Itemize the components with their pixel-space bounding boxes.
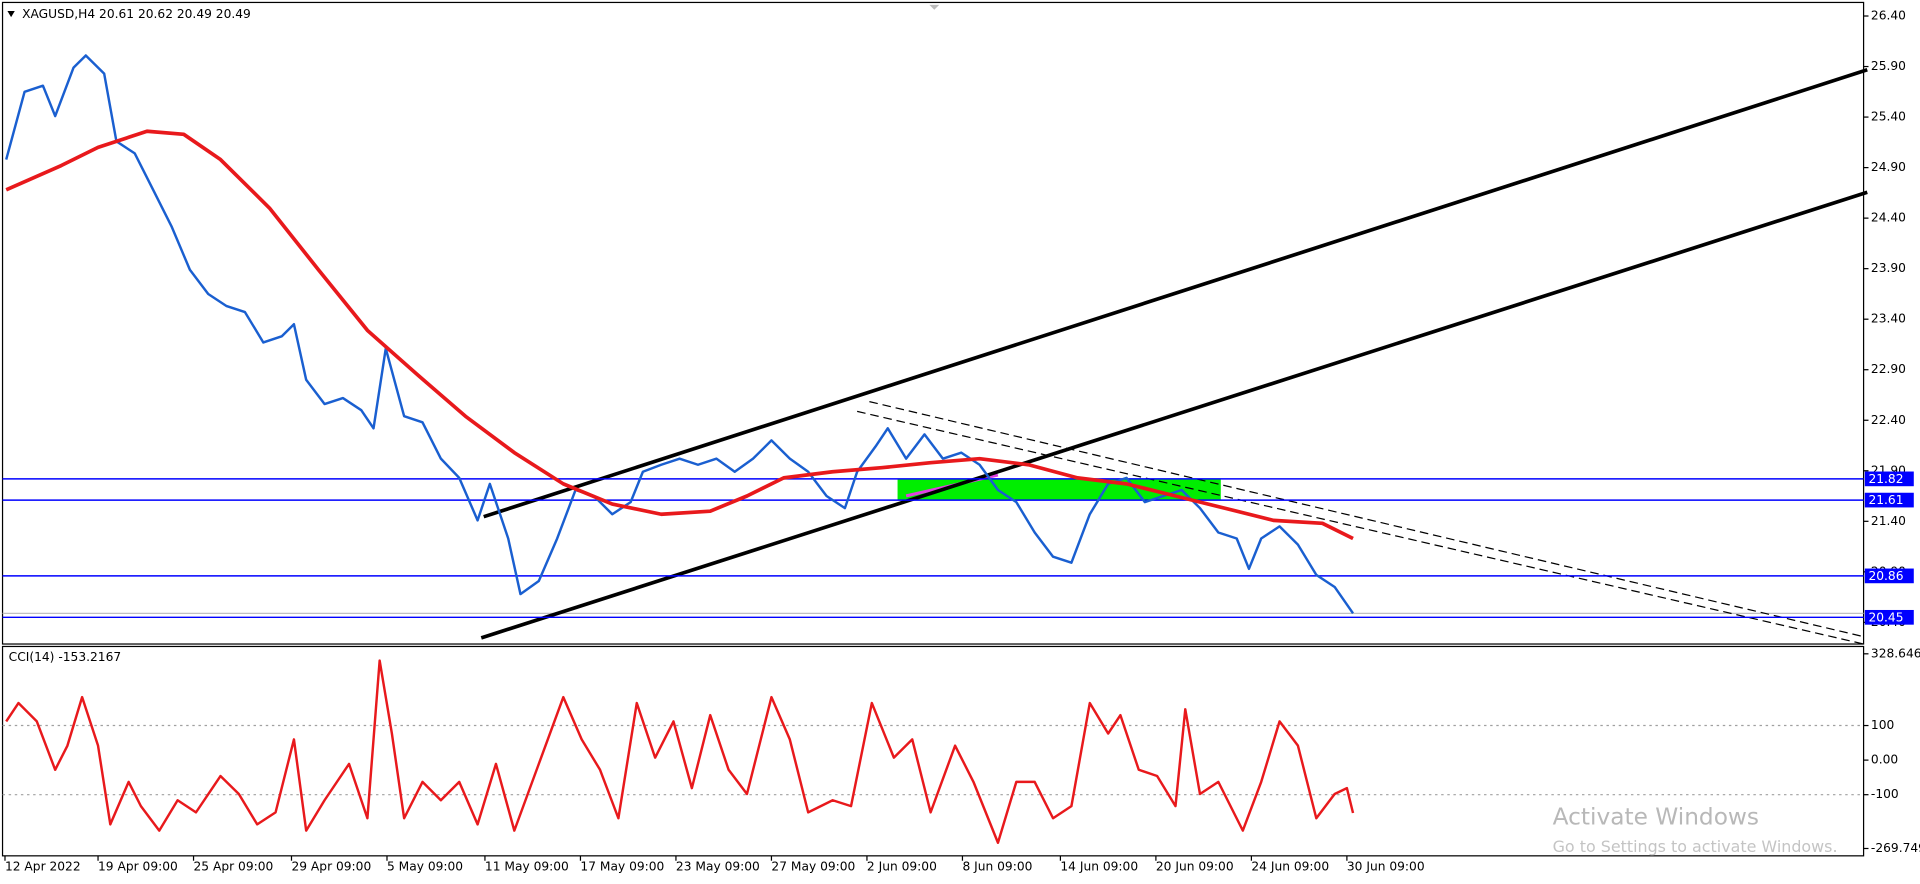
x-tick-label: 5 May 09:00 <box>387 859 463 873</box>
cci-pane <box>1 645 1865 857</box>
series-line <box>5 54 1355 614</box>
level-label: 20.86 <box>1868 569 1903 583</box>
level-tag <box>1864 492 1914 508</box>
x-tick-label: 27 May 09:00 <box>771 859 855 873</box>
level-label: 20.45 <box>1868 610 1903 624</box>
x-tick-label: 25 Apr 09:00 <box>194 859 274 873</box>
watermark-subtitle: Go to Settings to activate Windows. <box>1553 837 1838 856</box>
channel-upper <box>483 68 1868 519</box>
symbol-header: XAGUSD,H4 20.61 20.62 20.49 20.49 <box>22 7 251 21</box>
menu-arrow[interactable] <box>7 11 15 18</box>
level-label: 21.82 <box>1868 472 1903 486</box>
level-tag <box>1864 471 1914 487</box>
y-tick-label: 328.646 <box>1871 646 1920 660</box>
y-tick-label: 21.40 <box>1871 514 1906 528</box>
y-tick-label: 0.00 <box>1871 753 1898 767</box>
watermark-title: Activate Windows <box>1553 803 1759 830</box>
dashed-trend <box>857 410 1864 645</box>
x-tick-label: 8 Jun 09:00 <box>962 859 1032 873</box>
series-line <box>5 129 1354 541</box>
y-tick-label: 23.40 <box>1871 312 1906 326</box>
y-tick-label: -269.749 <box>1871 841 1920 855</box>
x-tick-label: 14 Jun 09:00 <box>1060 859 1138 873</box>
x-tick-label: 20 Jun 09:00 <box>1156 859 1234 873</box>
y-tick-label: 23.90 <box>1871 261 1906 275</box>
y-tick-label: 26.40 <box>1871 9 1906 23</box>
y-tick-label: -100 <box>1871 787 1899 801</box>
x-tick-label: 17 May 09:00 <box>580 859 664 873</box>
x-tick-label: 12 Apr 2022 <box>5 859 81 873</box>
y-tick-label: 22.40 <box>1871 413 1906 427</box>
level-tag <box>1864 609 1914 625</box>
shift-marker <box>929 4 940 10</box>
y-tick-label: 25.40 <box>1871 110 1906 124</box>
y-tick-label: 22.90 <box>1871 362 1906 376</box>
y-tick-label: 24.90 <box>1871 160 1906 174</box>
level-label: 21.61 <box>1868 493 1903 507</box>
x-tick-label: 23 May 09:00 <box>676 859 760 873</box>
x-tick-label: 29 Apr 09:00 <box>291 859 371 873</box>
y-tick-label: 100 <box>1871 718 1894 732</box>
y-tick-label: 24.40 <box>1871 211 1906 225</box>
level-tag <box>1864 568 1914 584</box>
series-line <box>5 659 1355 844</box>
x-tick-label: 19 Apr 09:00 <box>98 859 178 873</box>
price-pane <box>1 1 1865 645</box>
x-tick-label: 30 Jun 09:00 <box>1347 859 1425 873</box>
channel-lower <box>480 190 1868 640</box>
x-tick-label: 2 Jun 09:00 <box>867 859 937 873</box>
y-tick-label: 25.90 <box>1871 59 1906 73</box>
x-tick-label: 11 May 09:00 <box>485 859 569 873</box>
indicator-label: CCI(14) -153.2167 <box>9 650 122 664</box>
dashed-trend <box>869 400 1864 638</box>
x-tick-label: 24 Jun 09:00 <box>1251 859 1329 873</box>
